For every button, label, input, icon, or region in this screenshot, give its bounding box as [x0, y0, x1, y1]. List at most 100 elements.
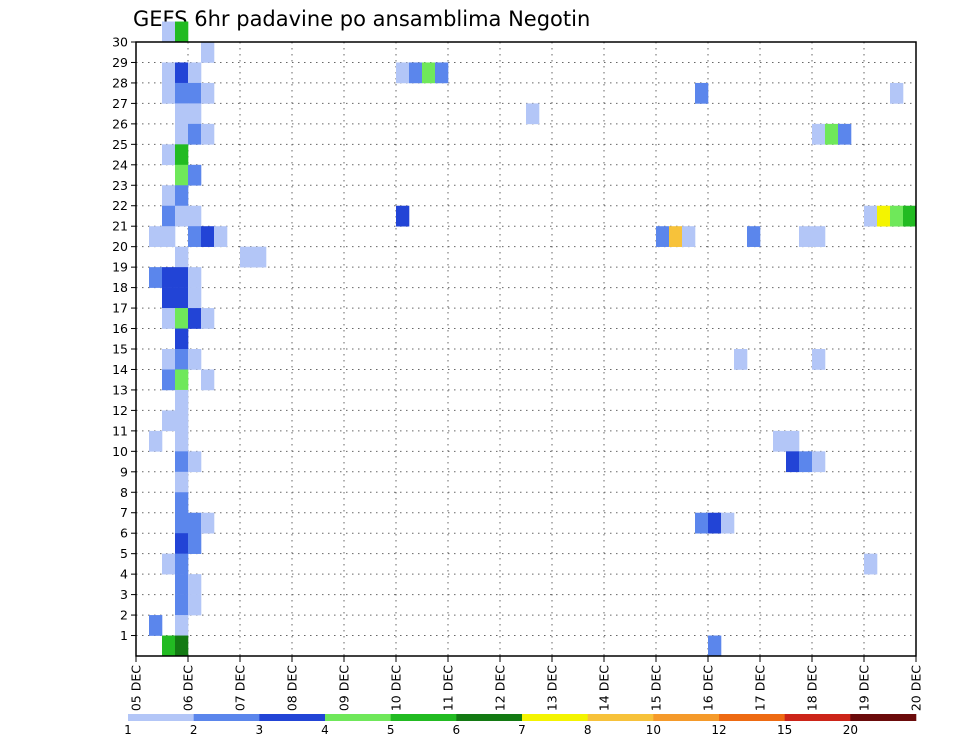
y-tick-label: 6: [120, 526, 128, 541]
heatmap-cell: [175, 328, 189, 350]
x-tick-label: 16 DEC: [701, 665, 716, 711]
y-tick-label: 24: [112, 157, 128, 172]
heatmap-cell: [708, 635, 722, 657]
x-tick-label: 12 DEC: [493, 665, 508, 711]
heatmap-cell: [669, 226, 683, 247]
heatmap-cell: [188, 82, 202, 104]
heatmap-cell: [812, 349, 826, 370]
heatmap-cell: [175, 471, 189, 493]
heatmap-cell: [162, 205, 176, 227]
colorbar-label: 4: [321, 723, 329, 737]
chart-title: GEFS 6hr padavine po ansamblima Negotin: [133, 7, 590, 31]
y-tick-label: 11: [112, 423, 128, 438]
y-axis-ticks: 1234567891011121314151617181920212223242…: [112, 35, 136, 643]
y-tick-label: 2: [120, 608, 128, 623]
heatmap-cell: [162, 369, 176, 391]
y-tick-label: 13: [112, 382, 128, 397]
heatmap-cell: [188, 267, 202, 288]
heatmap-cell: [149, 615, 163, 636]
x-tick-label: 06 DEC: [181, 665, 196, 711]
heatmap-cell: [175, 533, 189, 554]
colorbar-swatch: [850, 714, 917, 721]
x-axis-ticks: 05 DEC 06 DEC 07 DEC 08 DEC 09 DEC 10 DEC 11 D…: [129, 656, 924, 711]
heatmap-cell: [890, 205, 904, 227]
heatmap-cell: [175, 512, 189, 534]
heatmap-cell: [175, 123, 189, 145]
colorbar-label: 1: [124, 723, 132, 737]
x-tick-label: 20 DEC: [909, 665, 924, 711]
heatmap-cell: [175, 410, 189, 432]
heatmap-cell: [175, 349, 189, 370]
colorbar-swatch: [193, 714, 260, 721]
colorbar-label: 5: [387, 723, 395, 737]
y-tick-label: 17: [112, 301, 128, 316]
heatmap-cell: [175, 62, 189, 84]
heatmap-cell: [201, 82, 215, 104]
colorbar-legend: 1 2 3 4 5 6 7 8 10 12 15 20: [124, 714, 917, 737]
heatmap-cell: [812, 123, 826, 145]
heatmap-cell: [162, 267, 176, 288]
heatmap-cell: [175, 574, 189, 595]
colorbar-swatch: [719, 714, 785, 721]
x-tick-label: 14 DEC: [597, 665, 612, 711]
heatmap-cell: [149, 430, 163, 452]
y-tick-label: 15: [112, 342, 128, 357]
y-tick-label: 20: [112, 239, 128, 254]
heatmap-cell: [175, 430, 189, 452]
heatmap-cell: [175, 246, 189, 268]
x-tick-label: 07 DEC: [233, 665, 248, 711]
heatmap-cell: [188, 533, 202, 554]
y-tick-label: 10: [112, 444, 128, 459]
heatmap-cell: [175, 615, 189, 636]
heatmap-cell: [162, 410, 176, 432]
heatmap-cell: [162, 553, 176, 575]
heatmap-cell: [175, 287, 189, 309]
heatmap-cell: [175, 164, 189, 186]
colorbar-label: 15: [777, 723, 792, 737]
x-tick-label: 17 DEC: [753, 665, 768, 711]
heatmap-cell: [175, 267, 189, 288]
heatmap-cell: [409, 62, 423, 84]
colorbar-swatch: [325, 714, 391, 721]
x-tick-label: 10 DEC: [389, 665, 404, 711]
heatmap-cell: [175, 553, 189, 575]
y-tick-label: 9: [120, 464, 128, 479]
y-tick-label: 21: [112, 219, 128, 234]
heatmap-cell: [214, 226, 228, 247]
x-tick-label: 18 DEC: [805, 665, 820, 711]
heatmap-cell: [747, 226, 761, 247]
heatmap-cell: [812, 226, 826, 247]
heatmap-cell: [162, 62, 176, 84]
y-tick-label: 4: [120, 567, 128, 582]
heatmap-cell: [175, 82, 189, 104]
x-tick-label: 15 DEC: [649, 665, 664, 711]
heatmap-cell: [188, 451, 202, 473]
heatmap-cell: [721, 512, 735, 534]
colorbar-label: 7: [518, 723, 526, 737]
colorbar-swatch: [456, 714, 523, 721]
heatmap-cell: [188, 123, 202, 145]
heatmap-cell: [253, 246, 267, 268]
heatmap-cell: [201, 42, 215, 63]
heatmap-cell: [838, 123, 852, 145]
x-tick-label: 08 DEC: [285, 665, 300, 711]
colorbar-label: 6: [453, 723, 461, 737]
heatmap-cell: [162, 144, 176, 166]
heatmap-cell: [162, 349, 176, 370]
heatmap-cell: [201, 226, 215, 247]
heatmap-cell: [175, 492, 189, 514]
y-tick-label: 8: [120, 485, 128, 500]
y-tick-label: 28: [112, 75, 128, 90]
heatmap-cell: [188, 512, 202, 534]
colorbar-label: 3: [256, 723, 264, 737]
heatmap-cell: [656, 226, 670, 247]
heatmap-cell: [695, 82, 709, 104]
y-tick-label: 3: [120, 587, 128, 602]
heatmap-cell: [175, 21, 189, 43]
colorbar-label: 10: [646, 723, 661, 737]
y-tick-label: 27: [112, 96, 128, 111]
colorbar-swatch: [784, 714, 851, 721]
y-tick-label: 5: [120, 546, 128, 561]
colorbar-label: 8: [584, 723, 592, 737]
heatmap-cell: [786, 430, 800, 452]
